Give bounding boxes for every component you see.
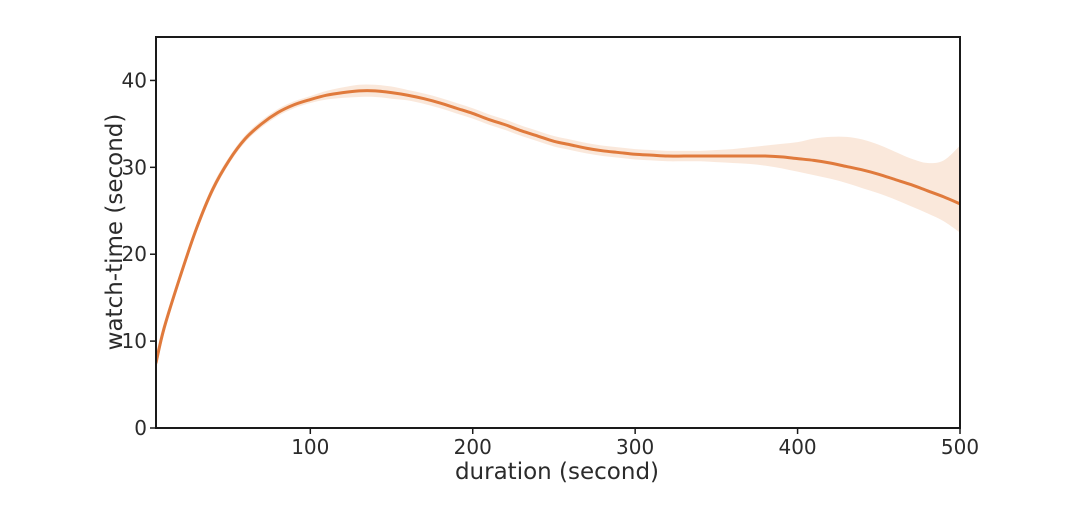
- y-tick-label: 40: [122, 68, 147, 92]
- x-tick-label: 300: [616, 435, 654, 459]
- tick-layer: 100 200 300 400 500 0 10 20 30 40: [122, 68, 980, 459]
- series-line: [156, 89, 960, 365]
- x-tick-label: 400: [778, 435, 816, 459]
- y-axis-label: watch-time (second): [102, 114, 128, 351]
- x-tick-label: 200: [454, 435, 492, 459]
- x-tick-label: 100: [291, 435, 329, 459]
- confidence-band: [156, 84, 960, 372]
- y-tick-label: 10: [122, 329, 147, 353]
- y-tick-label: 0: [134, 416, 147, 440]
- x-axis-label: duration (second): [455, 459, 659, 485]
- plot-frame: [155, 36, 961, 429]
- y-tick-label: 20: [122, 242, 147, 266]
- x-tick-label: 500: [941, 435, 979, 459]
- plot-area: [155, 36, 961, 429]
- y-tick-label: 30: [122, 155, 147, 179]
